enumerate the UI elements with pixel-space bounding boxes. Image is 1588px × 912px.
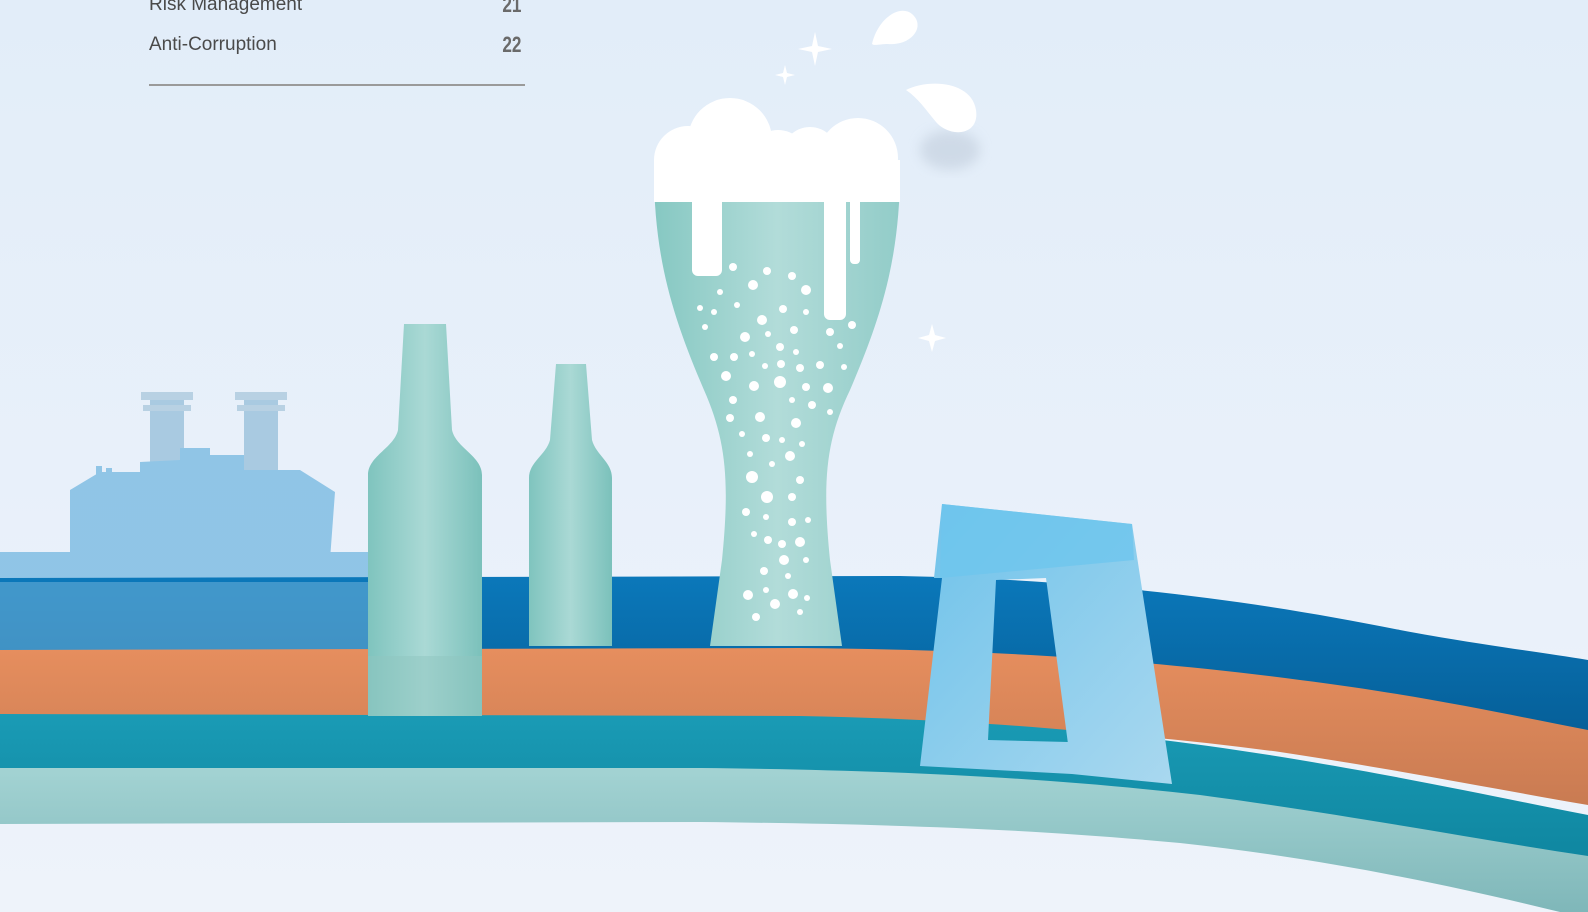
sparkle-icon	[775, 32, 946, 352]
toc-item-risk-management[interactable]: Risk Management 21	[149, 0, 525, 22]
bottle-icon-large	[368, 324, 482, 716]
toc-item-page-number: 22	[501, 32, 521, 57]
toc-item-label: Anti-Corruption	[149, 34, 277, 55]
toc-item-anti-corruption[interactable]: Anti-Corruption 22	[149, 32, 525, 62]
table-of-contents: Risk Management 21 Anti-Corruption 22	[0, 0, 1588, 100]
brand-logo-shape	[920, 504, 1172, 784]
bubble-dots	[697, 263, 856, 621]
toc-item-page-number: 21	[501, 0, 521, 17]
beer-glass-icon	[654, 98, 900, 646]
wave-band-mint	[0, 768, 1588, 912]
wave-band-teal	[0, 714, 1588, 860]
factory-silhouette	[0, 392, 380, 582]
beer-foam	[654, 98, 900, 320]
toc-divider	[149, 84, 525, 86]
toc-item-label: Risk Management	[149, 0, 303, 15]
bottle-icon-small	[529, 364, 612, 646]
droplet-icon	[872, 10, 980, 170]
